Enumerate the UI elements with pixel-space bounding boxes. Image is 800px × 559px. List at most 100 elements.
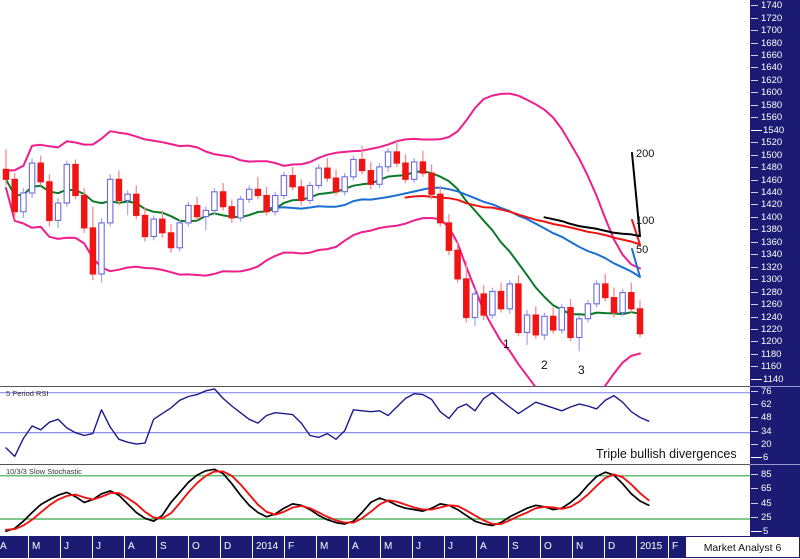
candle-body <box>271 194 279 213</box>
candle-body <box>124 193 131 201</box>
candle-body <box>619 292 626 314</box>
stochastic-plot <box>0 468 750 533</box>
price-axis-tick: 1720 <box>750 13 800 25</box>
price-axis-tick-label: 1420 <box>761 199 783 211</box>
price-axis-tick: 1640 <box>750 62 800 74</box>
candle-body <box>523 314 531 333</box>
time-axis-label: M <box>316 536 348 558</box>
candle-body <box>497 290 505 310</box>
time-axis-label: A <box>476 536 508 558</box>
price-axis-tick-label: 1500 <box>761 149 783 161</box>
ma-100-line <box>404 195 641 246</box>
bollinger-lower-band <box>5 187 641 386</box>
candle-body <box>350 158 357 178</box>
ma-200-line <box>543 152 641 238</box>
rsi-axis-tick-label: 48 <box>761 412 772 424</box>
rsi-panel[interactable]: 5 Period RSI <box>0 386 750 464</box>
price-axis-tick: 1380 <box>750 224 800 236</box>
price-axis-tick-label: 1460 <box>761 174 783 186</box>
candle-body <box>185 204 192 224</box>
price-axis-tick: 1400 <box>750 212 800 224</box>
candle-body <box>549 315 557 331</box>
candle-body <box>367 170 375 185</box>
price-axis-tick: 1280 <box>750 287 800 299</box>
candle-body <box>541 315 548 336</box>
candle-body <box>298 186 305 202</box>
candle-body <box>202 209 210 218</box>
candle-body <box>63 163 71 204</box>
vendor-watermark: Market Analyst 6 <box>685 536 800 558</box>
price-axis-tick-label: 1360 <box>761 236 783 248</box>
time-axis-label: F <box>668 536 700 558</box>
candle-body <box>159 218 166 234</box>
rsi-axis-tick: 76 <box>750 386 800 398</box>
time-axis-label: 2014 <box>252 536 284 558</box>
stochastic-axis-tick-label: 85 <box>761 468 772 480</box>
time-axis-label: J <box>412 536 444 558</box>
stochastic-axis-tick: 25 <box>750 512 800 524</box>
stochastic-axis-tick: 65 <box>750 483 800 495</box>
rsi-axis-tick-label: 62 <box>761 399 772 411</box>
price-axis-tick-label: 1680 <box>761 37 783 49</box>
candle-body <box>402 162 409 180</box>
price-plot <box>2 92 644 386</box>
candle-body <box>410 161 418 180</box>
low-marker-3: 3 <box>578 363 585 377</box>
price-axis-tick-label: 1660 <box>761 50 783 62</box>
candle-body <box>332 177 340 193</box>
rsi-axis-tick: 34 <box>750 426 800 438</box>
candle-body <box>306 184 314 201</box>
ma-50-line <box>265 186 641 278</box>
price-axis-tick-label: 1260 <box>761 299 783 311</box>
candle-body <box>419 161 427 174</box>
time-axis-label: O <box>540 536 572 558</box>
stochastic-axis-tick-label: 45 <box>761 497 772 509</box>
rsi-axis-tick-label: 20 <box>761 438 772 450</box>
time-axis[interactable]: AMJJASOD2014FMAMJJASOND2015FMAM <box>0 536 800 558</box>
price-axis-tick: 1240 <box>750 312 800 324</box>
candle-body <box>515 283 522 334</box>
candle-body <box>341 176 348 193</box>
price-axis-tick-label: 1400 <box>761 211 783 223</box>
price-axis-tick-label: 1480 <box>761 162 783 174</box>
candle-body <box>489 290 496 316</box>
price-axis-tick-label: 1220 <box>761 323 783 335</box>
price-axis-tick-label: 1580 <box>761 99 783 111</box>
candle-body <box>106 178 114 224</box>
candle-body <box>324 167 331 179</box>
price-axis-tick: 1200 <box>750 336 800 348</box>
candle-body <box>610 297 618 314</box>
candle-body <box>254 188 262 197</box>
stochastic-axis-tick: 85 <box>750 469 800 481</box>
candle-body <box>358 158 366 172</box>
price-axis-tick-label: 1200 <box>761 336 783 348</box>
time-axis-label: M <box>380 536 412 558</box>
candle-body <box>471 293 479 319</box>
time-axis-label: J <box>444 536 476 558</box>
price-axis-tick-label: 1280 <box>761 286 783 298</box>
candle-body <box>46 181 53 221</box>
stochastic-axis-tick-label: 65 <box>761 483 772 495</box>
candle-body <box>237 198 244 219</box>
price-axis-tick-label: 1560 <box>761 112 783 124</box>
candle-body <box>176 222 183 249</box>
price-axis-tick-label: 1440 <box>761 187 783 198</box>
price-panel[interactable] <box>0 0 750 386</box>
price-axis-tick: 1140 <box>750 374 800 386</box>
price-axis-tick-label: 1520 <box>761 137 783 149</box>
time-axis-label: J <box>92 536 124 558</box>
price-axis-tick: 1300 <box>750 274 800 286</box>
price-axis-tick-label: 1300 <box>761 274 783 286</box>
price-axis-tick: 1680 <box>750 38 800 50</box>
candle-body <box>602 283 609 299</box>
candle-body <box>445 222 453 251</box>
candle-body <box>593 283 600 305</box>
candle-body <box>575 318 583 339</box>
stochastic-panel[interactable]: 10/3/3 Slow Stochastic <box>0 464 750 536</box>
candle-body <box>211 191 218 212</box>
price-axis-tick-label: 1240 <box>761 311 783 323</box>
price-axis[interactable]: 1740 1720 1700 1680 1660 1640 1620 1600 1580 1560… <box>750 0 800 537</box>
time-axis-label: A <box>0 536 28 558</box>
candle-body <box>384 151 392 168</box>
ma-200-label: 200 <box>636 148 655 160</box>
